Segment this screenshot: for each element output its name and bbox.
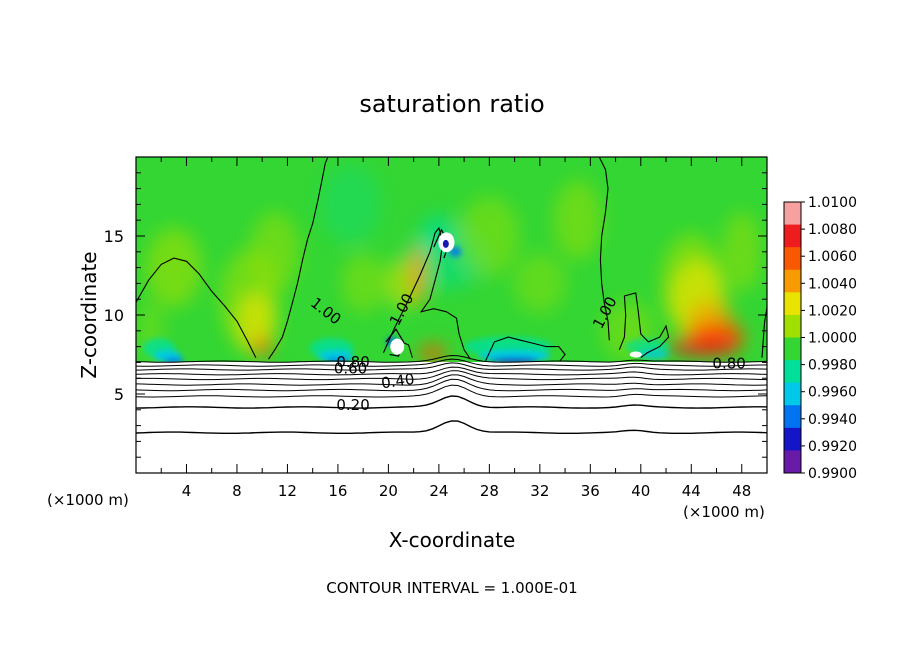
x-tick-label: 4	[182, 482, 192, 500]
colorbar-label: 0.9940	[808, 412, 857, 428]
y-tick-label: 5	[114, 385, 124, 404]
x-tick-label: 20	[379, 482, 398, 500]
contour-line	[136, 362, 767, 371]
colorbar-swatch	[784, 382, 801, 406]
contour-lines	[136, 157, 767, 434]
colorbar-swatch	[784, 269, 801, 293]
colorbar-label: 1.0040	[808, 276, 857, 292]
colorbar-swatch	[784, 247, 801, 271]
y-tick-label: 10	[104, 306, 124, 325]
field-core	[629, 351, 642, 358]
contour-line	[136, 395, 767, 409]
contour-line	[268, 157, 329, 360]
contour-line	[136, 366, 767, 376]
plot-area: 1.00 1.00 1.000.800.60 0.800.400.20 4 8 12 16 2…	[104, 156, 768, 500]
y-tick-label: 15	[104, 227, 124, 246]
contour-interval-note: CONTOUR INTERVAL = 1.000E-01	[326, 579, 577, 597]
x-tick-label: 48	[732, 482, 751, 500]
contour-line	[136, 378, 767, 392]
contour-label: 0.80	[712, 355, 745, 373]
x-axis-unit-right: (×1000 m)	[683, 503, 765, 521]
contour-line	[136, 358, 767, 367]
colorbar-label: 1.0060	[808, 249, 857, 265]
x-tick-label: 36	[581, 482, 600, 500]
x-tick-label: 24	[429, 482, 448, 500]
colorbar-label: 0.9900	[808, 466, 857, 482]
x-axis-unit-left: (×1000 m)	[47, 491, 129, 509]
contour-line	[136, 370, 767, 381]
x-tick-label: 8	[232, 482, 242, 500]
colorbar-label: 0.9920	[808, 439, 857, 455]
contour-line	[136, 374, 767, 386]
contour-line	[382, 226, 471, 360]
saturation-field	[136, 157, 767, 362]
colorbar-label: 0.9980	[808, 358, 857, 374]
field-cool-bands	[142, 246, 670, 362]
contour-line	[598, 157, 610, 341]
field-core-dark	[442, 239, 449, 248]
contour-line	[136, 257, 257, 358]
colorbar-swatch	[784, 427, 801, 451]
contour-line	[618, 292, 670, 359]
x-tick-label: 12	[278, 482, 297, 500]
contour-label: 0.40	[380, 370, 416, 392]
colorbar-swatch	[784, 292, 801, 316]
colorbar-label: 1.0080	[808, 222, 857, 238]
colorbar-label: 1.0000	[808, 331, 857, 347]
colorbar-swatch	[784, 314, 801, 338]
y-axis-label: Z-coordinate	[77, 251, 101, 378]
colorbar-label: 0.9960	[808, 385, 857, 401]
contour-line	[136, 420, 767, 434]
colorbar: 1.0100 1.0080 1.0060 1.0040 1.0020 1.0000 0.99…	[783, 195, 857, 482]
x-tick-label: 28	[480, 482, 499, 500]
colorbar-swatch	[784, 450, 801, 474]
x-tick-label: 32	[530, 482, 549, 500]
x-tick-label: 16	[328, 482, 347, 500]
x-axis-label: X-coordinate	[389, 528, 516, 552]
colorbar-swatch	[784, 360, 801, 384]
contour-line	[385, 328, 405, 357]
field-core	[390, 338, 405, 355]
colorbar-swatch	[784, 224, 801, 248]
colorbar-swatch	[784, 202, 801, 226]
colorbar-swatch	[784, 337, 801, 361]
contour-line	[136, 384, 767, 398]
x-tick-label: 40	[631, 482, 650, 500]
chart-title: saturation ratio	[359, 90, 544, 118]
contour-label: 0.80	[336, 353, 369, 371]
contour-label: 0.20	[336, 396, 369, 414]
colorbar-swatch	[784, 405, 801, 429]
contour-line	[485, 336, 566, 362]
contour-label: 0.60	[334, 359, 367, 377]
x-tick-label: 44	[682, 482, 701, 500]
contour-line	[136, 354, 767, 363]
field-blobs	[139, 164, 762, 361]
colorbar-label: 1.0020	[808, 303, 857, 319]
colorbar-label: 1.0100	[808, 195, 857, 211]
